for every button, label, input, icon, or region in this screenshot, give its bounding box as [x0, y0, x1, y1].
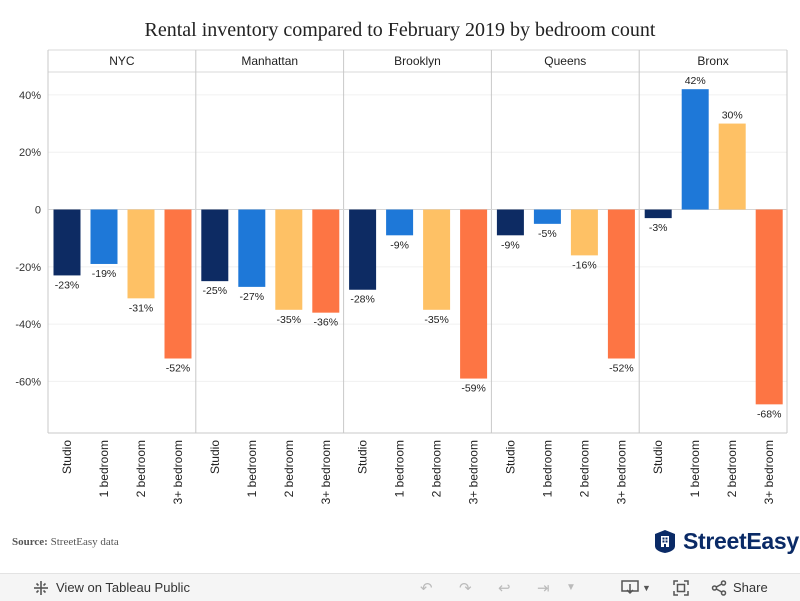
bar [755, 209, 783, 405]
bar [607, 209, 635, 359]
bar [460, 209, 488, 379]
x-tick-label: 3+ bedroom [762, 440, 776, 504]
fullscreen-button[interactable] [673, 574, 689, 601]
x-tick-label: 3+ bedroom [171, 440, 185, 504]
x-tick-label: Studio [208, 440, 222, 474]
x-tick-label: Studio [651, 440, 665, 474]
bar [127, 209, 155, 299]
share-button[interactable]: Share [711, 574, 768, 601]
x-tick-label: 3+ bedroom [467, 440, 481, 504]
fullscreen-icon [673, 579, 689, 596]
bar [90, 209, 118, 264]
streeteasy-logo[interactable]: StreetEasy [653, 528, 799, 554]
share-icon [711, 579, 727, 596]
data-label: -19% [92, 268, 117, 280]
panel-header: NYC [109, 54, 135, 68]
data-label: -35% [277, 314, 302, 326]
data-label: -35% [424, 314, 449, 326]
data-label: -16% [572, 259, 597, 271]
x-tick-label: 2 bedroom [134, 440, 148, 497]
source-note: Source: StreetEasy data [12, 536, 119, 548]
x-tick-label: 1 bedroom [540, 440, 554, 497]
building-icon [655, 530, 675, 553]
bar [238, 209, 266, 287]
x-tick-label: 1 bedroom [393, 440, 407, 497]
tableau-toolbar: View on Tableau Public ↶ ↷ ↩ ⇥ ▼ ▼ S [0, 573, 800, 601]
bar [386, 209, 414, 236]
revert-icon[interactable]: ↩ [498, 579, 511, 597]
view-on-tableau-label: View on Tableau Public [56, 580, 190, 595]
data-label: -23% [55, 279, 80, 291]
tableau-icon [34, 580, 48, 595]
view-on-tableau-button[interactable]: View on Tableau Public [33, 574, 190, 601]
data-label: -27% [240, 291, 265, 303]
data-label: -5% [538, 228, 557, 240]
bar [201, 209, 229, 282]
data-label: 42% [685, 75, 706, 87]
data-label: -9% [390, 239, 409, 251]
y-tick-label: -40% [15, 319, 41, 331]
bar [681, 89, 709, 210]
download-icon [621, 579, 639, 594]
data-label: -28% [350, 294, 375, 306]
panel-header: Manhattan [241, 54, 298, 68]
bar [496, 209, 524, 236]
y-tick-label: 40% [19, 90, 41, 102]
brand-name: StreetEasy [683, 527, 799, 554]
data-label: -9% [501, 239, 520, 251]
source-text: StreetEasy data [50, 536, 119, 548]
bar [718, 123, 746, 210]
y-tick-label: -20% [15, 262, 41, 274]
dropdown-icon[interactable]: ▼ [566, 582, 576, 593]
data-label: -59% [461, 383, 486, 395]
x-tick-label: 3+ bedroom [614, 440, 628, 504]
bar [423, 209, 451, 310]
x-tick-label: 2 bedroom [577, 440, 591, 497]
data-label: -52% [166, 363, 191, 375]
data-label: -68% [757, 408, 782, 420]
data-label: -31% [129, 302, 154, 314]
x-tick-label: 2 bedroom [725, 440, 739, 497]
y-tick-label: -60% [15, 376, 41, 388]
x-tick-label: Studio [356, 440, 370, 474]
bar [533, 209, 561, 224]
bar [275, 209, 303, 310]
bar [570, 209, 598, 256]
bar-chart: 40% 20% 0 -20% -40% -60% NYC -23% Studio -19% 1 be… [15, 49, 788, 504]
data-label: -25% [203, 285, 228, 297]
x-tick-label: 2 bedroom [282, 440, 296, 497]
x-tick-label: 1 bedroom [97, 440, 111, 497]
x-tick-label: 1 bedroom [688, 440, 702, 497]
chart-title: Rental inventory compared to February 20… [144, 19, 656, 41]
x-tick-label: 3+ bedroom [319, 440, 333, 504]
data-label: -3% [649, 222, 668, 234]
bar [164, 209, 192, 359]
data-label: -52% [609, 363, 634, 375]
source-label: Source: [12, 536, 48, 548]
data-label: -36% [314, 317, 339, 329]
bar [312, 209, 340, 313]
x-tick-label: Studio [503, 440, 517, 474]
data-label: 30% [722, 110, 743, 122]
bar [53, 209, 81, 276]
bar [644, 209, 672, 219]
bar [349, 209, 377, 290]
x-tick-label: 2 bedroom [430, 440, 444, 497]
download-button[interactable]: ▼ [621, 574, 651, 601]
y-tick-label: 0 [35, 205, 41, 217]
panel-header: Bronx [697, 54, 728, 68]
y-tick-label: 20% [19, 147, 41, 159]
redo-icon[interactable]: ↷ [459, 579, 472, 597]
share-label: Share [733, 580, 768, 595]
undo-icon[interactable]: ↶ [420, 579, 433, 597]
x-tick-label: Studio [60, 440, 74, 474]
x-tick-label: 1 bedroom [245, 440, 259, 497]
forward-icon[interactable]: ⇥ [537, 579, 550, 597]
panel-header: Brooklyn [394, 54, 441, 68]
panel-header: Queens [544, 54, 586, 68]
